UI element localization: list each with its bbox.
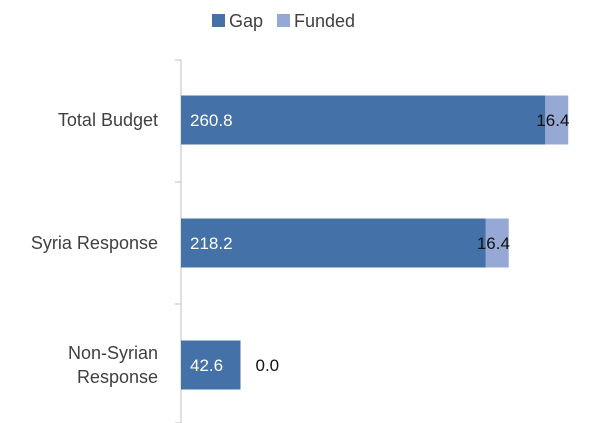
value-label-funded: 16.4 [477,234,510,253]
value-label-funded: 0.0 [256,356,280,375]
bar-funded [545,95,569,145]
category-labels: Total Budget Syria Response Non-Syrian Resp… [31,110,158,387]
bar-gap [181,340,241,390]
bars [181,95,569,390]
legend-label-funded: Funded [294,11,355,31]
legend-swatch-gap [212,14,225,27]
legend-swatch-funded [277,14,290,27]
value-label-gap: 42.6 [190,356,223,375]
bar-funded [485,218,509,268]
value-label-funded: 16.4 [536,111,569,130]
category-label: Non-Syrian Response [68,343,158,387]
category-label: Total Budget [58,110,158,130]
value-label-gap: 260.8 [190,111,233,130]
category-label: Syria Response [31,233,158,253]
legend: Gap Funded [212,11,355,31]
axis-ticks [175,59,181,423]
value-labels: 260.8 16.4 218.2 16.4 42.6 0.0 [190,111,569,375]
legend-label-gap: Gap [229,11,263,31]
bar-gap [181,218,486,268]
value-label-gap: 218.2 [190,234,233,253]
bar-gap [181,95,546,145]
